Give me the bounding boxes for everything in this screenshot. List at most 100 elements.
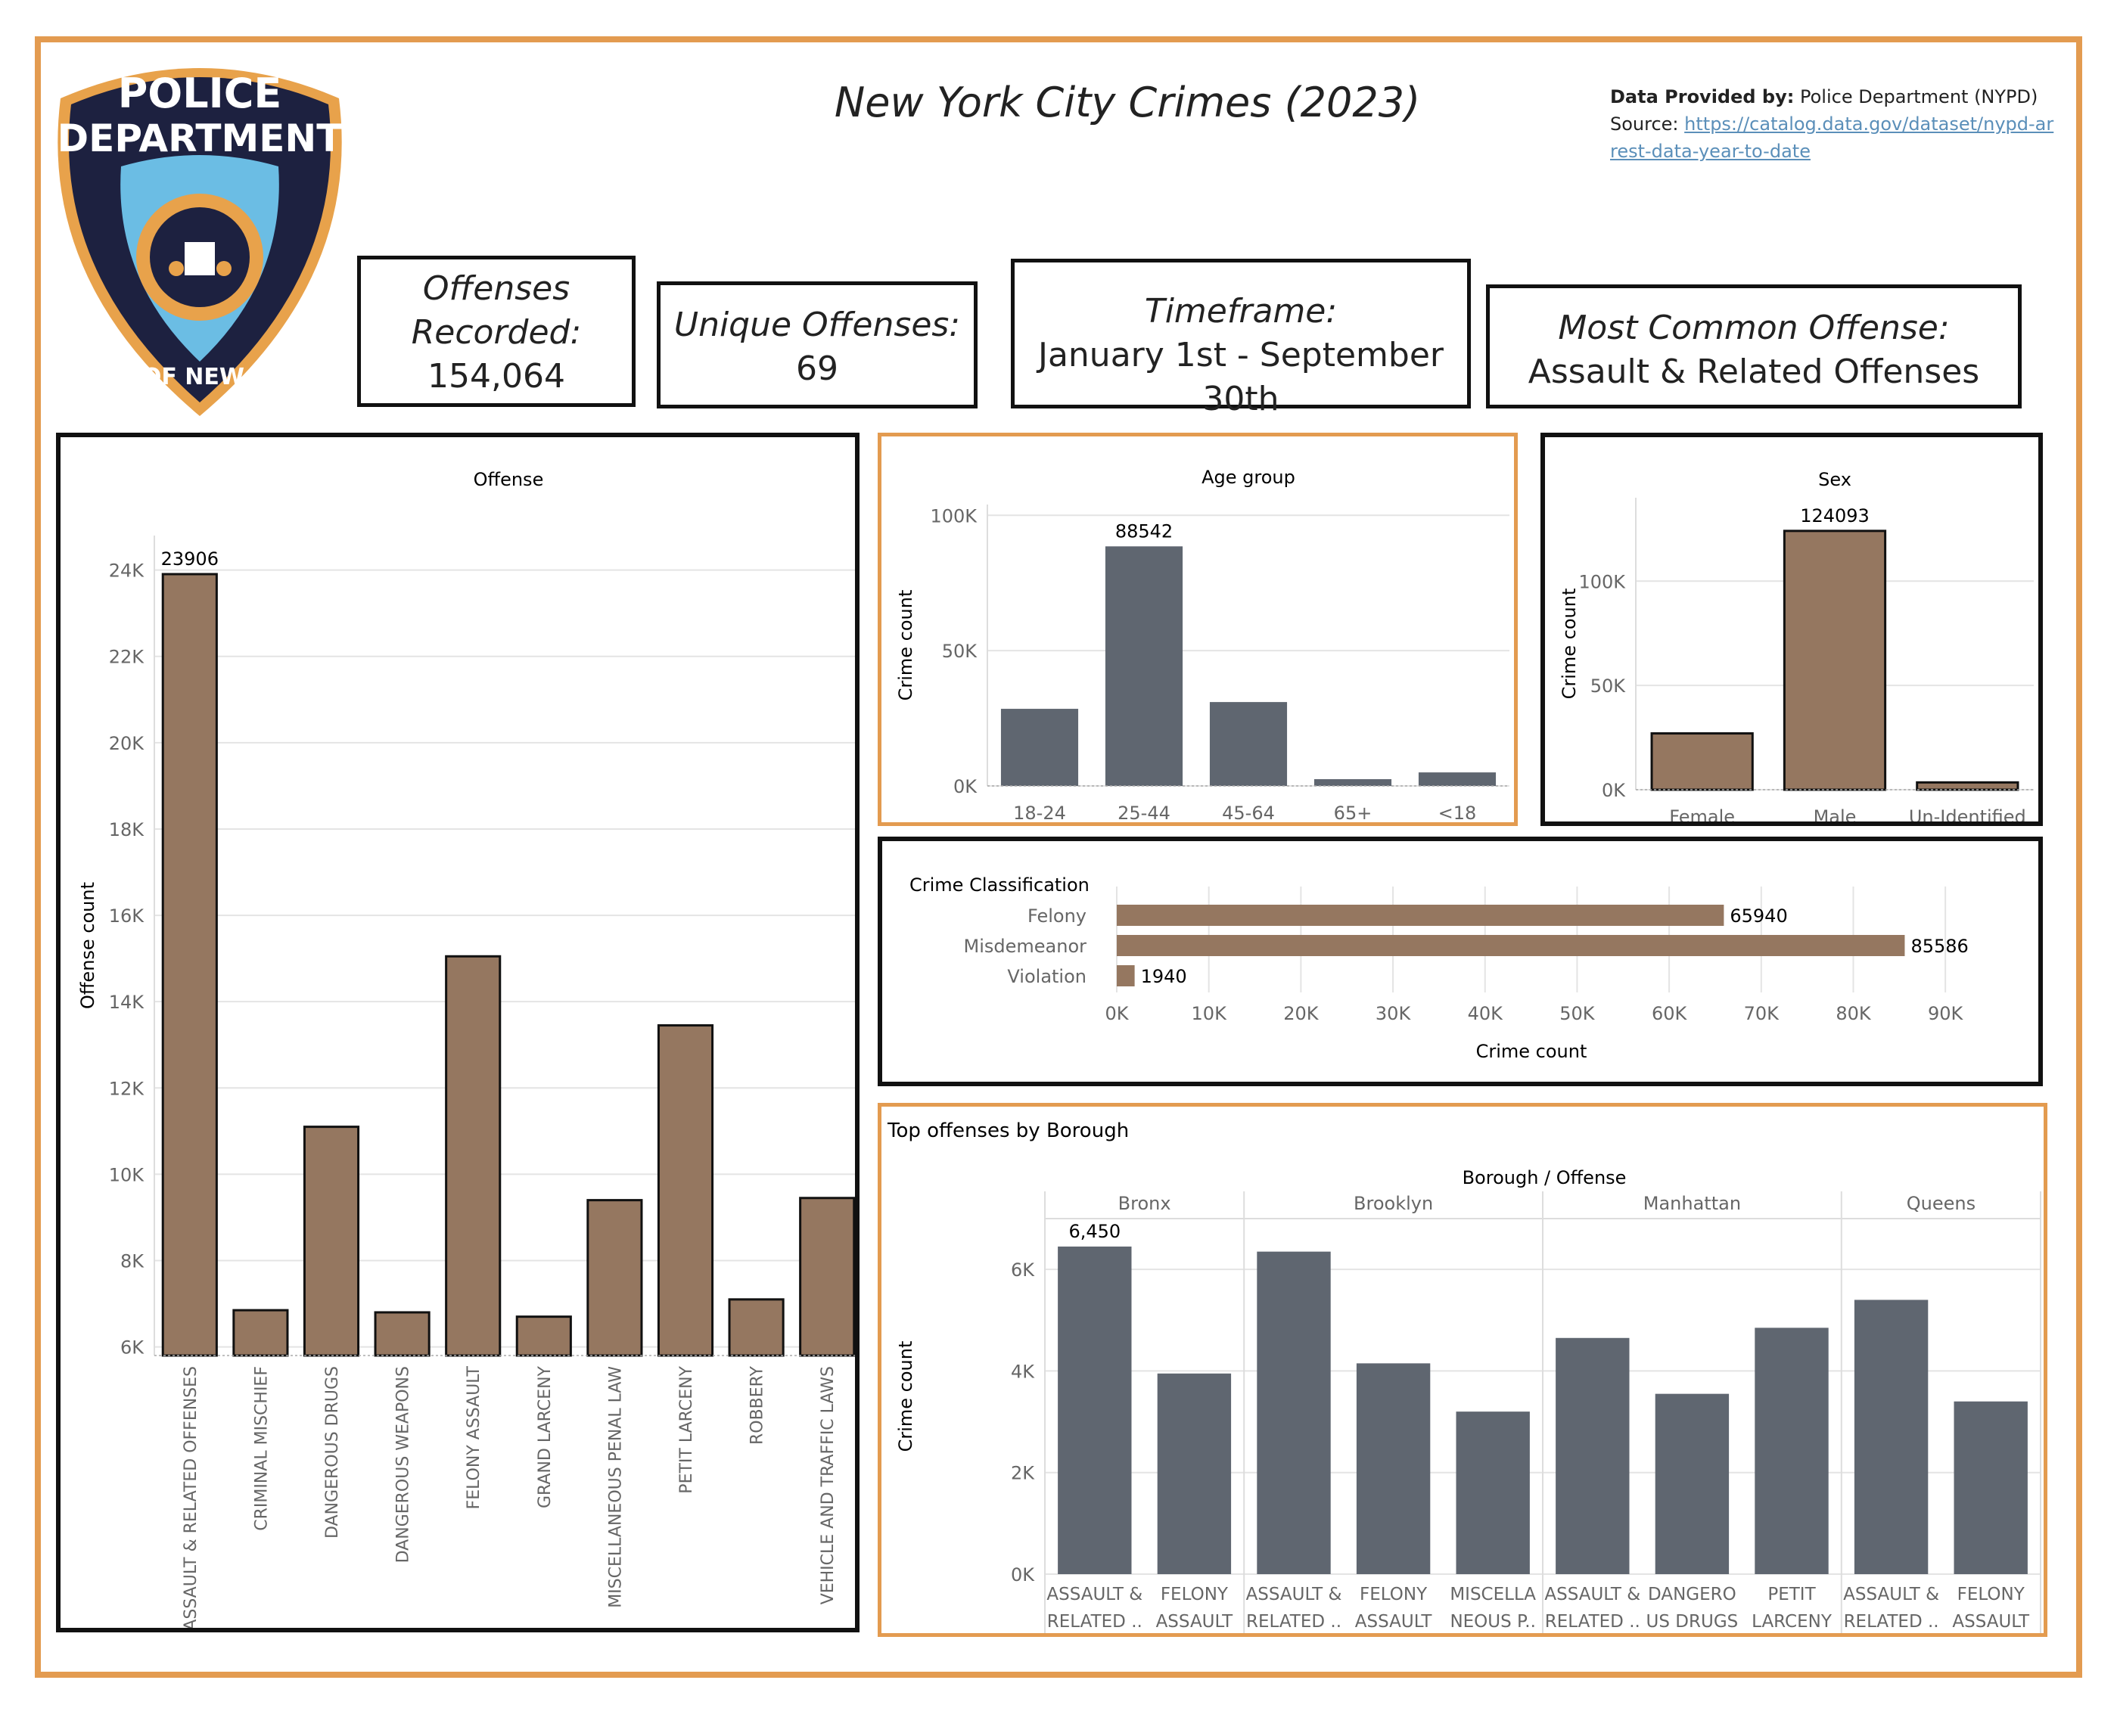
bar [1000, 709, 1079, 786]
kpi-timeframe-label: Timeframe: [1144, 292, 1338, 331]
x-tick-label: Male [1814, 806, 1857, 821]
group-label: Bronx [1118, 1193, 1171, 1214]
chart-title: Crime Classification [909, 874, 1090, 896]
x-tick-label: <18 [1438, 803, 1477, 822]
bar [1456, 1411, 1530, 1574]
bar [1313, 779, 1392, 786]
category-label: Violation [1007, 966, 1086, 987]
y-tick-label: 0K [1011, 1564, 1035, 1585]
y-tick-label: 12K [109, 1078, 145, 1099]
bar [374, 1311, 431, 1357]
y-tick-label: 50K [1590, 675, 1627, 697]
classification-chart-panel: Crime Classification 0K 10K 20K 30K 40K 50K 60K… [878, 837, 2043, 1086]
provided-value: Police Department (NYPD) [1799, 86, 2038, 107]
y-tick-label: 6K [1011, 1259, 1035, 1281]
x-tick-label: ROBBERY [748, 1365, 767, 1445]
source-label: Source: [1610, 113, 1679, 135]
y-axis-label: Offense count [77, 882, 98, 1009]
category-label: Felony [1027, 905, 1086, 927]
x-tick-label: ASSAULT [1156, 1612, 1234, 1632]
x-tick-label: 20K [1283, 1003, 1320, 1024]
kpi-common-value: Assault & Related Offenses [1528, 352, 1980, 391]
svg-text:POLICE: POLICE [118, 70, 282, 117]
x-tick-label: MISCELLA [1450, 1585, 1536, 1604]
bar [1117, 965, 1135, 986]
x-tick-label: 90K [1928, 1003, 1964, 1024]
y-tick-label: 20K [109, 733, 145, 754]
bar [515, 1315, 572, 1357]
bar [728, 1298, 785, 1357]
y-tick-label: 22K [109, 647, 145, 668]
category-label: Misdemeanor [964, 936, 1087, 957]
x-tick-label: ASSAULT & [1843, 1585, 1939, 1604]
x-tick-label: LARCENY [1752, 1612, 1833, 1632]
bar [1755, 1328, 1829, 1574]
source-link[interactable]: https://catalog.data.gov/dataset/nypd-ar… [1610, 113, 2054, 162]
x-tick-label: RELATED .. [1545, 1612, 1640, 1632]
x-tick-label: 18-24 [1013, 803, 1066, 822]
sex-chart-panel: Sex 0K 50K 100K Crime count Female 124093 Male U… [1540, 433, 2043, 828]
bar [1783, 529, 1887, 791]
x-tick-label: VEHICLE AND TRAFFIC LAWS [819, 1366, 838, 1604]
kpi-unique-value: 69 [796, 349, 838, 388]
kpi-most-common: Most Common Offense: Assault & Related O… [1486, 284, 2022, 408]
kpi-offenses-recorded: Offenses Recorded: 154,064 [357, 256, 636, 407]
data-source-block: Data Provided by: Police Department (NYP… [1610, 83, 2056, 165]
bar [1209, 702, 1288, 786]
bar [1655, 1393, 1730, 1574]
data-label: 1940 [1141, 966, 1187, 987]
svg-text:CITY OF NEW YORK: CITY OF NEW YORK [77, 364, 324, 390]
borough-chart-panel: Top offenses by Borough Borough / Offense… [878, 1103, 2047, 1637]
group-label: Brooklyn [1354, 1193, 1433, 1214]
kpi-offenses-label: Offenses Recorded: [411, 269, 582, 352]
x-axis-label: Crime count [1476, 1041, 1587, 1062]
bar [1556, 1337, 1630, 1574]
x-tick-label: FELONY [1957, 1585, 2025, 1604]
x-tick-label: RELATED .. [1246, 1612, 1341, 1632]
x-tick-label: NEOUS P.. [1450, 1612, 1536, 1632]
bar [657, 1024, 714, 1357]
y-axis-label: Crime count [895, 1341, 916, 1452]
y-tick-label: 8K [120, 1250, 145, 1272]
x-tick-label: Un-Identified [1909, 806, 2026, 821]
x-tick-label: RELATED .. [1047, 1612, 1142, 1632]
y-tick-label: 50K [942, 641, 978, 662]
y-tick-label: 24K [109, 561, 145, 582]
x-tick-label: GRAND LARCENY [536, 1365, 555, 1508]
kpi-offenses-value: 154,064 [427, 357, 565, 396]
x-tick-label: Female [1669, 806, 1735, 821]
data-label: 124093 [1800, 505, 1870, 526]
kpi-common-label: Most Common Offense: [1558, 309, 1950, 347]
y-tick-label: 18K [109, 819, 145, 840]
x-tick-label: ASSAULT & [1246, 1585, 1342, 1604]
y-tick-label: 4K [1011, 1361, 1035, 1382]
x-tick-label: RELATED .. [1844, 1612, 1939, 1632]
x-tick-label: MISCELLANEOUS PENAL LAW [606, 1366, 625, 1608]
provided-label: Data Provided by: [1610, 86, 1795, 107]
chart-title: Sex [1818, 469, 1851, 490]
y-tick-label: 6K [120, 1337, 145, 1359]
bar [161, 573, 218, 1357]
age-group-chart: Age group 0K 50K 100K Crime count 18-24 88542 2… [895, 467, 1509, 824]
x-tick-label: ASSAULT & RELATED OFFENSES [182, 1366, 201, 1628]
data-label: 6,450 [1068, 1221, 1121, 1242]
bar [1157, 1373, 1232, 1574]
kpi-timeframe-value: January 1st - September 30th [1037, 336, 1444, 418]
chart-title: Age group [1201, 467, 1295, 488]
offense-chart-panel: Offense 6K 8K 10K 12K 14K 16K 18K 20K 22K 24K Offen… [56, 433, 863, 1632]
bar [1117, 935, 1905, 956]
bar [1105, 546, 1183, 786]
bar [1117, 905, 1724, 926]
chart-title: Offense [474, 469, 544, 490]
x-tick-label: ASSAULT [1355, 1612, 1433, 1632]
x-tick-label: FELONY [1161, 1585, 1229, 1604]
x-tick-label: US DRUGS [1646, 1612, 1739, 1632]
x-tick-label: 70K [1744, 1003, 1780, 1024]
bar [303, 1126, 360, 1357]
bar [1954, 1401, 2028, 1574]
page-title: New York City Crimes (2023) [834, 79, 1421, 126]
y-tick-label: 10K [109, 1164, 145, 1185]
y-tick-label: 0K [1602, 780, 1626, 801]
x-tick-label: 45-64 [1222, 803, 1275, 822]
